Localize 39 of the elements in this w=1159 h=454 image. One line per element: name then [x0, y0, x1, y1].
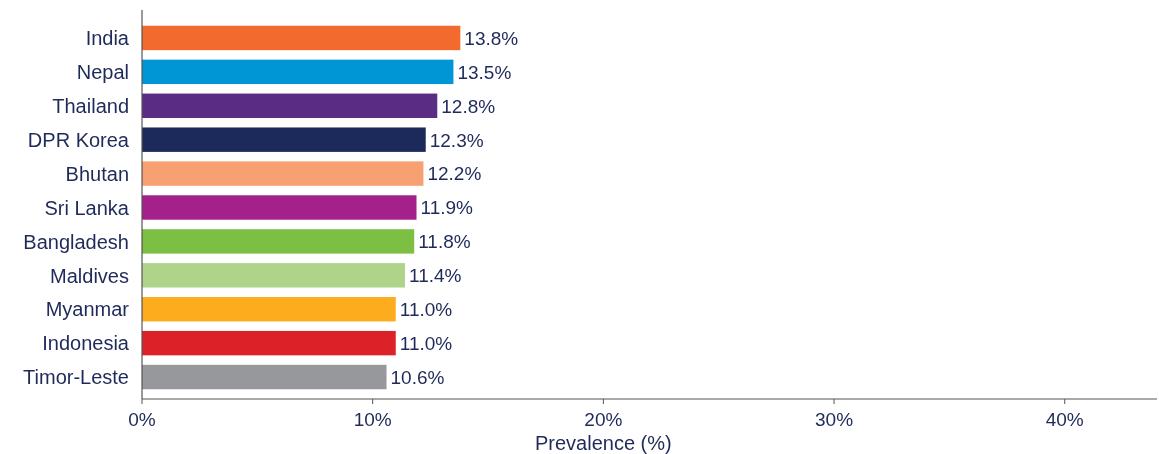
data-label: 11.0% [399, 299, 453, 321]
x-tick-label: 40% [1045, 409, 1084, 430]
data-label: 13.8% [464, 27, 519, 49]
y-tick-label: Timor-Leste [23, 366, 129, 389]
data-label: 12.3% [429, 129, 484, 151]
y-tick-label: Indonesia [42, 332, 130, 355]
y-tick-label: DPR Korea [27, 128, 130, 151]
y-tick-label: Bangladesh [23, 230, 129, 253]
bar [142, 127, 426, 152]
y-tick-label: Maldives [50, 264, 129, 287]
bar [142, 195, 417, 220]
data-label: 11.9% [420, 197, 474, 219]
data-label: 12.8% [441, 95, 496, 117]
x-tick-label: 30% [815, 409, 854, 430]
y-tick-label: Myanmar [45, 298, 130, 321]
x-tick-label: 20% [584, 409, 623, 430]
data-label: 13.5% [457, 61, 512, 83]
y-tick-label: Nepal [76, 61, 129, 84]
y-tick-label: India [85, 27, 130, 50]
data-label: 10.6% [390, 366, 445, 388]
data-label: 11.0% [399, 332, 453, 354]
bar [142, 59, 454, 85]
data-label: 12.2% [427, 163, 482, 185]
bar [142, 93, 438, 118]
bar [142, 229, 415, 254]
bar [142, 161, 424, 186]
x-axis-title: Prevalence (%) [535, 432, 672, 454]
x-tick-label: 0% [128, 409, 156, 430]
bar [142, 364, 387, 390]
x-tick-label: 10% [353, 409, 392, 430]
y-tick-label: Thailand [52, 94, 129, 117]
data-label: 11.8% [418, 231, 471, 253]
bar [142, 25, 461, 51]
bar [142, 330, 396, 356]
y-tick-label: Sri Lanka [44, 196, 130, 219]
y-tick-label: Bhutan [65, 162, 129, 185]
bar [142, 297, 396, 322]
bar [142, 263, 405, 288]
data-label: 11.4% [408, 265, 462, 287]
